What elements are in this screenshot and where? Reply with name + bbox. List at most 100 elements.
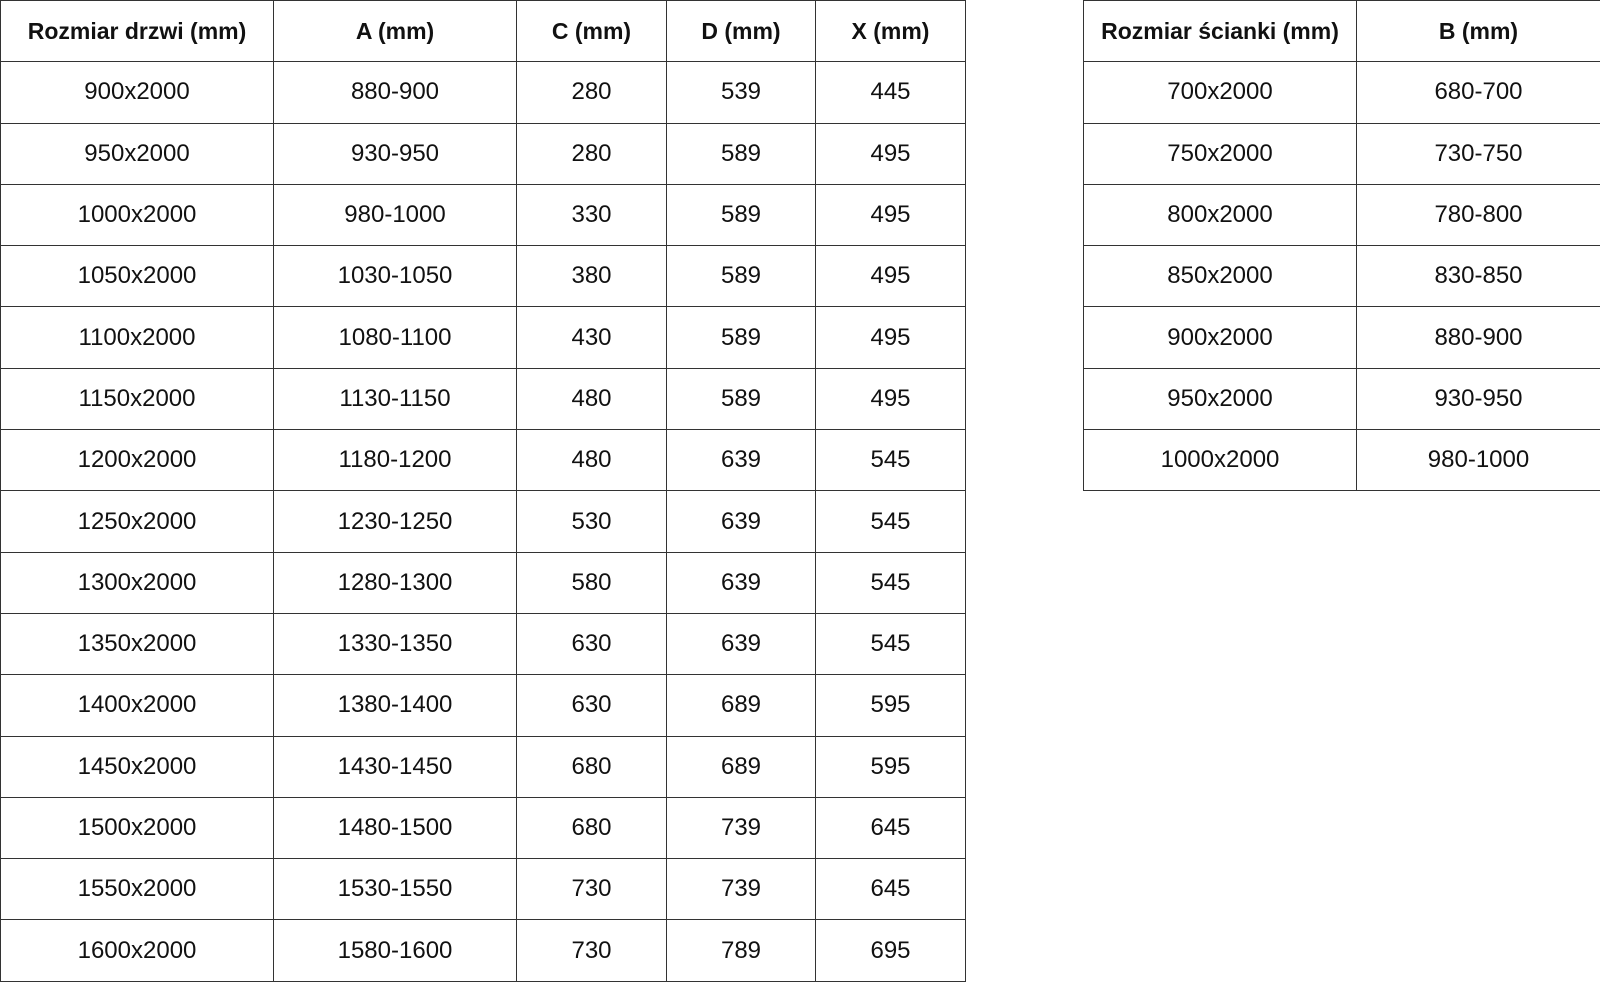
table-cell: 1130-1150 bbox=[273, 367, 517, 431]
table-cell: 880-900 bbox=[273, 61, 517, 124]
table-row: 1450x2000 1430-1450 680 689 595 bbox=[0, 735, 966, 798]
table-row: 800x2000 780-800 bbox=[1083, 183, 1600, 247]
table-cell: 639 bbox=[666, 612, 816, 676]
table-cell: 1350x2000 bbox=[0, 612, 274, 676]
table-cell: 545 bbox=[815, 612, 966, 676]
table-cell: 689 bbox=[666, 674, 816, 737]
table-row: 1250x2000 1230-1250 530 639 545 bbox=[0, 490, 966, 553]
table-cell: 1330-1350 bbox=[273, 612, 517, 676]
table-cell: 850x2000 bbox=[1083, 245, 1357, 308]
table-cell: 739 bbox=[666, 858, 816, 921]
table-cell: 495 bbox=[815, 245, 966, 308]
table-cell: 830-850 bbox=[1356, 245, 1600, 308]
table-cell: 1180-1200 bbox=[273, 429, 517, 492]
table-cell: 900x2000 bbox=[1083, 306, 1357, 369]
table-cell: 1230-1250 bbox=[273, 490, 517, 553]
table-cell: 780-800 bbox=[1356, 183, 1600, 247]
table-cell: 589 bbox=[666, 245, 816, 308]
table-cell: 730 bbox=[516, 858, 667, 921]
table-cell: 280 bbox=[516, 122, 667, 185]
table-cell: 495 bbox=[815, 306, 966, 369]
table-cell: 1280-1300 bbox=[273, 551, 517, 614]
table-cell: 330 bbox=[516, 183, 667, 247]
table-cell: 1250x2000 bbox=[0, 490, 274, 553]
table-row: 1600x2000 1580-1600 730 789 695 bbox=[0, 919, 966, 982]
table-cell: 1400x2000 bbox=[0, 674, 274, 737]
table-cell: 639 bbox=[666, 429, 816, 492]
table-cell: 430 bbox=[516, 306, 667, 369]
table-cell: 445 bbox=[815, 61, 966, 124]
table-cell: 930-950 bbox=[273, 122, 517, 185]
table-cell: 800x2000 bbox=[1083, 183, 1357, 247]
table-row: 1500x2000 1480-1500 680 739 645 bbox=[0, 796, 966, 860]
table-cell: 1530-1550 bbox=[273, 858, 517, 921]
column-header: X (mm) bbox=[815, 0, 966, 63]
table-cell: 1300x2000 bbox=[0, 551, 274, 614]
table-cell: 545 bbox=[815, 429, 966, 492]
table-cell: 680-700 bbox=[1356, 61, 1600, 124]
table-row: 950x2000 930-950 280 589 495 bbox=[0, 122, 966, 185]
table-cell: 1050x2000 bbox=[0, 245, 274, 308]
table-cell: 480 bbox=[516, 367, 667, 431]
table-cell: 645 bbox=[815, 858, 966, 921]
table-cell: 589 bbox=[666, 122, 816, 185]
table-cell: 1150x2000 bbox=[0, 367, 274, 431]
table-cell: 695 bbox=[815, 919, 966, 982]
table-row: 850x2000 830-850 bbox=[1083, 245, 1600, 308]
wall-size-table: Rozmiar ścianki (mm) B (mm) 700x2000 680-7… bbox=[1083, 0, 1600, 492]
table-row: 750x2000 730-750 bbox=[1083, 122, 1600, 185]
table-cell: 930-950 bbox=[1356, 367, 1600, 431]
column-header: C (mm) bbox=[516, 0, 667, 63]
table-cell: 739 bbox=[666, 796, 816, 860]
table-cell: 1500x2000 bbox=[0, 796, 274, 860]
table-cell: 730 bbox=[516, 919, 667, 982]
table-cell: 639 bbox=[666, 551, 816, 614]
column-header: A (mm) bbox=[273, 0, 517, 63]
table-row: 1400x2000 1380-1400 630 689 595 bbox=[0, 674, 966, 737]
table-cell: 950x2000 bbox=[0, 122, 274, 185]
table-cell: 630 bbox=[516, 612, 667, 676]
table-row: 1350x2000 1330-1350 630 639 545 bbox=[0, 612, 966, 676]
table-row: 1200x2000 1180-1200 480 639 545 bbox=[0, 429, 966, 492]
table-cell: 495 bbox=[815, 367, 966, 431]
column-header: Rozmiar ścianki (mm) bbox=[1083, 0, 1357, 63]
table-row: 1100x2000 1080-1100 430 589 495 bbox=[0, 306, 966, 369]
table-cell: 880-900 bbox=[1356, 306, 1600, 369]
table-cell: 645 bbox=[815, 796, 966, 860]
table-row: 900x2000 880-900 280 539 445 bbox=[0, 61, 966, 124]
table-cell: 1600x2000 bbox=[0, 919, 274, 982]
table-cell: 1200x2000 bbox=[0, 429, 274, 492]
table-cell: 680 bbox=[516, 735, 667, 798]
column-header: D (mm) bbox=[666, 0, 816, 63]
table-cell: 1000x2000 bbox=[1083, 429, 1357, 492]
table-cell: 1000x2000 bbox=[0, 183, 274, 247]
table-cell: 1080-1100 bbox=[273, 306, 517, 369]
table-cell: 980-1000 bbox=[273, 183, 517, 247]
table-cell: 495 bbox=[815, 183, 966, 247]
table-cell: 595 bbox=[815, 674, 966, 737]
table-cell: 730-750 bbox=[1356, 122, 1600, 185]
table-cell: 639 bbox=[666, 490, 816, 553]
door-size-table: Rozmiar drzwi (mm) A (mm) C (mm) D (mm) X (m… bbox=[0, 0, 966, 982]
table-cell: 1100x2000 bbox=[0, 306, 274, 369]
table-cell: 589 bbox=[666, 306, 816, 369]
table-cell: 280 bbox=[516, 61, 667, 124]
table-cell: 1030-1050 bbox=[273, 245, 517, 308]
table-cell: 480 bbox=[516, 429, 667, 492]
table-row: 950x2000 930-950 bbox=[1083, 367, 1600, 431]
column-header: B (mm) bbox=[1356, 0, 1600, 63]
table-row: 1000x2000 980-1000 330 589 495 bbox=[0, 183, 966, 247]
table-cell: 539 bbox=[666, 61, 816, 124]
table-cell: 545 bbox=[815, 551, 966, 614]
table-row: 1300x2000 1280-1300 580 639 545 bbox=[0, 551, 966, 614]
table-cell: 700x2000 bbox=[1083, 61, 1357, 124]
table-cell: 589 bbox=[666, 183, 816, 247]
table-cell: 1480-1500 bbox=[273, 796, 517, 860]
table-cell: 1550x2000 bbox=[0, 858, 274, 921]
table-cell: 595 bbox=[815, 735, 966, 798]
table-row: 700x2000 680-700 bbox=[1083, 61, 1600, 124]
table-cell: 689 bbox=[666, 735, 816, 798]
table-cell: 950x2000 bbox=[1083, 367, 1357, 431]
table-row: 1050x2000 1030-1050 380 589 495 bbox=[0, 245, 966, 308]
table-row: 1000x2000 980-1000 bbox=[1083, 429, 1600, 492]
